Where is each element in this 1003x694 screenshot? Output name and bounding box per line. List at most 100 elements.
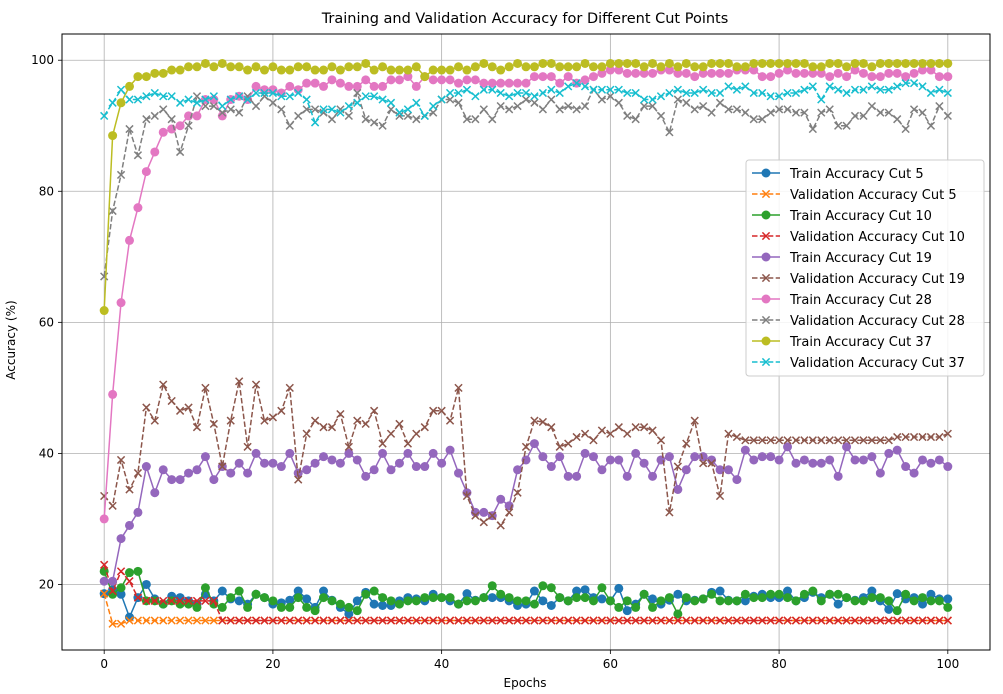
data-point [513,616,522,625]
data-point [681,58,691,68]
data-point [774,68,784,78]
data-point [411,81,421,91]
data-point [901,616,910,625]
data-point [445,593,455,603]
data-point [538,72,548,82]
data-point [934,72,944,82]
data-point [842,442,852,452]
data-point [200,58,210,68]
data-point [588,596,598,606]
data-point [875,58,885,68]
data-point [909,79,919,88]
data-point [319,81,329,91]
data-point [808,82,817,91]
data-point [808,616,817,625]
data-point [572,432,581,442]
data-point [462,491,472,501]
data-point [766,616,775,625]
legend-label: Validation Accuracy Cut 5 [790,188,957,203]
legend-entry: Train Accuracy Cut 37 [752,335,932,350]
data-point [251,88,261,98]
data-point [791,58,801,68]
data-point [547,423,556,432]
data-point [589,436,598,445]
data-point [209,62,219,72]
data-point [842,593,852,603]
data-point [142,92,151,101]
data-point [116,534,126,544]
data-point [926,616,936,625]
data-point [918,58,928,68]
data-point [699,101,708,111]
data-point [260,88,269,98]
data-point [597,62,607,72]
data-point [850,616,860,625]
data-point [259,85,269,95]
data-point [116,589,126,599]
data-point [934,596,944,606]
data-point [133,507,143,517]
data-point [631,68,641,78]
data-point [133,616,143,625]
data-point [310,606,320,616]
data-point [411,462,421,472]
data-point [766,436,775,445]
data-point [639,423,649,432]
legend-marker [761,273,771,283]
data-point [276,602,286,612]
data-point [293,62,303,72]
legend-marker [761,189,771,199]
data-point [546,583,556,593]
data-point [369,81,379,91]
data-point [285,65,295,75]
data-point [783,58,793,68]
data-point [614,58,624,68]
data-point [124,520,134,530]
x-tick-label: 20 [265,657,280,671]
data-point [209,101,218,111]
data-point [310,616,320,625]
data-point [783,65,793,75]
data-point [428,65,438,75]
data-point [648,426,657,435]
data-point [732,105,742,114]
data-point [116,583,126,593]
data-point [934,455,944,465]
data-point [496,101,505,111]
data-point [116,619,126,628]
data-point [513,101,522,111]
data-point [327,423,337,432]
data-point [361,58,371,68]
data-point [943,58,953,68]
data-point [605,596,615,606]
series-train-accuracy-cut-19 [99,439,953,586]
data-point [395,111,404,121]
data-point [858,68,868,78]
data-point [370,118,379,127]
x-axis-title: Epochs [504,676,547,690]
data-point [715,465,725,475]
data-point [893,616,902,625]
data-point [310,416,320,425]
data-point [133,566,143,576]
data-point [783,105,792,114]
data-point [808,124,817,134]
data-point [564,616,573,625]
data-point [471,92,480,101]
data-point [158,68,168,78]
data-point [412,429,421,438]
data-point [876,108,885,117]
data-point [361,75,371,85]
data-point [504,62,514,72]
data-point [429,616,438,625]
data-point [935,101,944,111]
data-point [394,599,404,609]
data-point [327,62,337,72]
data-point [875,593,885,603]
data-point [639,95,649,104]
data-point [420,462,430,472]
data-point [723,596,733,606]
data-point [496,521,505,530]
data-point [521,596,531,606]
